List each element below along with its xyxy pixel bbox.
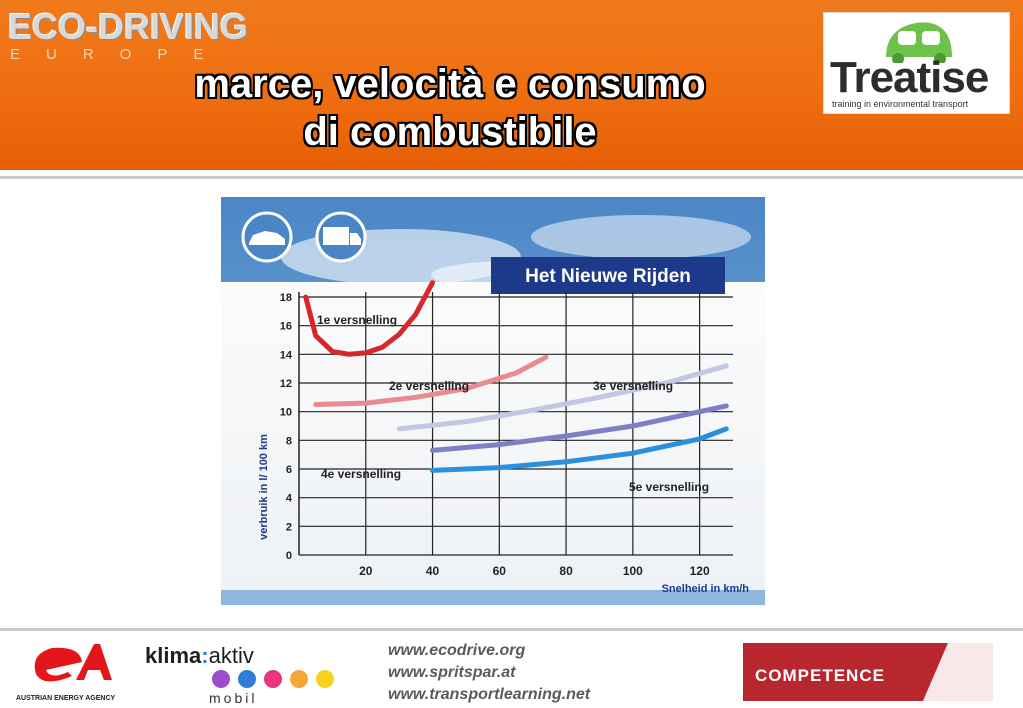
- chart-title-banner: [491, 257, 725, 294]
- x-tick-label: 100: [623, 564, 643, 578]
- series-line-2: [313, 354, 549, 407]
- y-axis-label: verbruik in l/ 100 km: [258, 434, 270, 540]
- link-spritspar[interactable]: www.spritspar.at: [388, 664, 516, 681]
- link-transportlearning[interactable]: www.transportlearning.net: [388, 686, 591, 703]
- klima-word: klima: [145, 643, 202, 668]
- series-line-5: [430, 426, 729, 473]
- y-tick-label: 2: [286, 521, 292, 533]
- y-tick-label: 16: [280, 321, 292, 333]
- header-divider: [0, 176, 1023, 179]
- y-tick-label: 12: [280, 378, 292, 390]
- y-tick-label: 6: [286, 464, 292, 476]
- footer-links: www.ecodrive.org www.spritspar.at www.tr…: [388, 640, 590, 706]
- chart-series: [303, 280, 729, 473]
- header-banner: ECO-DRIVING EUROPE marce, velocità e con…: [0, 0, 1023, 170]
- x-axis-label: Snelheid in km/h: [662, 583, 750, 595]
- x-axis-ticks: 20 40 60 80 100 120: [359, 564, 710, 578]
- mobil-dot: [238, 670, 256, 688]
- series-line-1: [303, 280, 435, 357]
- title-line-2: di combustibile: [303, 110, 597, 154]
- y-tick-label: 18: [280, 292, 292, 304]
- y-tick-label: 14: [280, 349, 293, 361]
- series-line-3: [396, 363, 729, 432]
- mobil-label: mobil: [209, 690, 258, 706]
- series-labels: 1e versnelling 2e versnelling 3e versnelli…: [317, 313, 709, 494]
- y-axis-ticks: 0 2 4 6 8 10 12 14 16 18: [280, 292, 293, 562]
- y-tick-label: 10: [280, 407, 292, 419]
- y-tick-label: 4: [286, 493, 293, 505]
- treatise-wordmark: Treatise: [830, 53, 989, 102]
- mobil-dot: [290, 670, 308, 688]
- x-tick-label: 80: [559, 564, 573, 578]
- y-tick-label: 8: [286, 435, 292, 447]
- treatise-tagline: training in environmental transport: [832, 99, 969, 109]
- x-tick-label: 40: [426, 564, 440, 578]
- link-ecodrive[interactable]: www.ecodrive.org: [388, 642, 526, 659]
- energy-agency-logo: [34, 644, 112, 682]
- mobil-dot: [264, 670, 282, 688]
- klima-colon: :: [201, 643, 209, 668]
- mobil-dot: [316, 670, 334, 688]
- y-tick-label: 0: [286, 550, 292, 562]
- truck-icon: [315, 211, 367, 263]
- series-label-1: 1e versnelling: [317, 313, 397, 327]
- brand-logo-text: ECO-DRIVING: [8, 6, 249, 47]
- title-line-1: marce, velocità e consumo: [194, 62, 706, 106]
- klima-aktiv-logo: klima:aktiv: [145, 643, 254, 669]
- fuel-consumption-chart: Het Nieuwe Rijden 0 2 4 6 8 10 12 14 16 18 20 40 60…: [221, 197, 765, 605]
- chart-grid: [298, 292, 733, 556]
- series-line-4: [430, 403, 729, 453]
- x-tick-label: 60: [493, 564, 507, 578]
- series-label-3: 3e versnelling: [593, 379, 673, 393]
- slide-title: marce, velocità e consumo di combustibil…: [70, 60, 830, 156]
- chart-svg: Het Nieuwe Rijden 0 2 4 6 8 10 12 14 16 18 20 40 60…: [221, 197, 765, 605]
- brand-subtitle: EUROPE: [10, 46, 230, 63]
- treatise-logo: Treatise training in environmental trans…: [823, 12, 1010, 114]
- footer-divider: [0, 628, 1023, 631]
- aktiv-word: aktiv: [208, 643, 254, 668]
- series-label-5: 5e versnelling: [629, 480, 709, 494]
- chart-title: Het Nieuwe Rijden: [525, 266, 691, 287]
- competence-logo: COMPETENCE: [743, 643, 993, 701]
- mobil-dot: [212, 670, 230, 688]
- x-tick-label: 20: [359, 564, 373, 578]
- car-icon: [886, 22, 952, 63]
- series-label-2: 2e versnelling: [389, 379, 469, 393]
- energy-agency-label: AUSTRIAN ENERGY AGENCY: [16, 695, 116, 702]
- series-label-4: 4e versnelling: [321, 467, 401, 481]
- competence-text: COMPETENCE: [755, 666, 885, 685]
- x-tick-label: 120: [690, 564, 710, 578]
- car-icon: [241, 211, 293, 263]
